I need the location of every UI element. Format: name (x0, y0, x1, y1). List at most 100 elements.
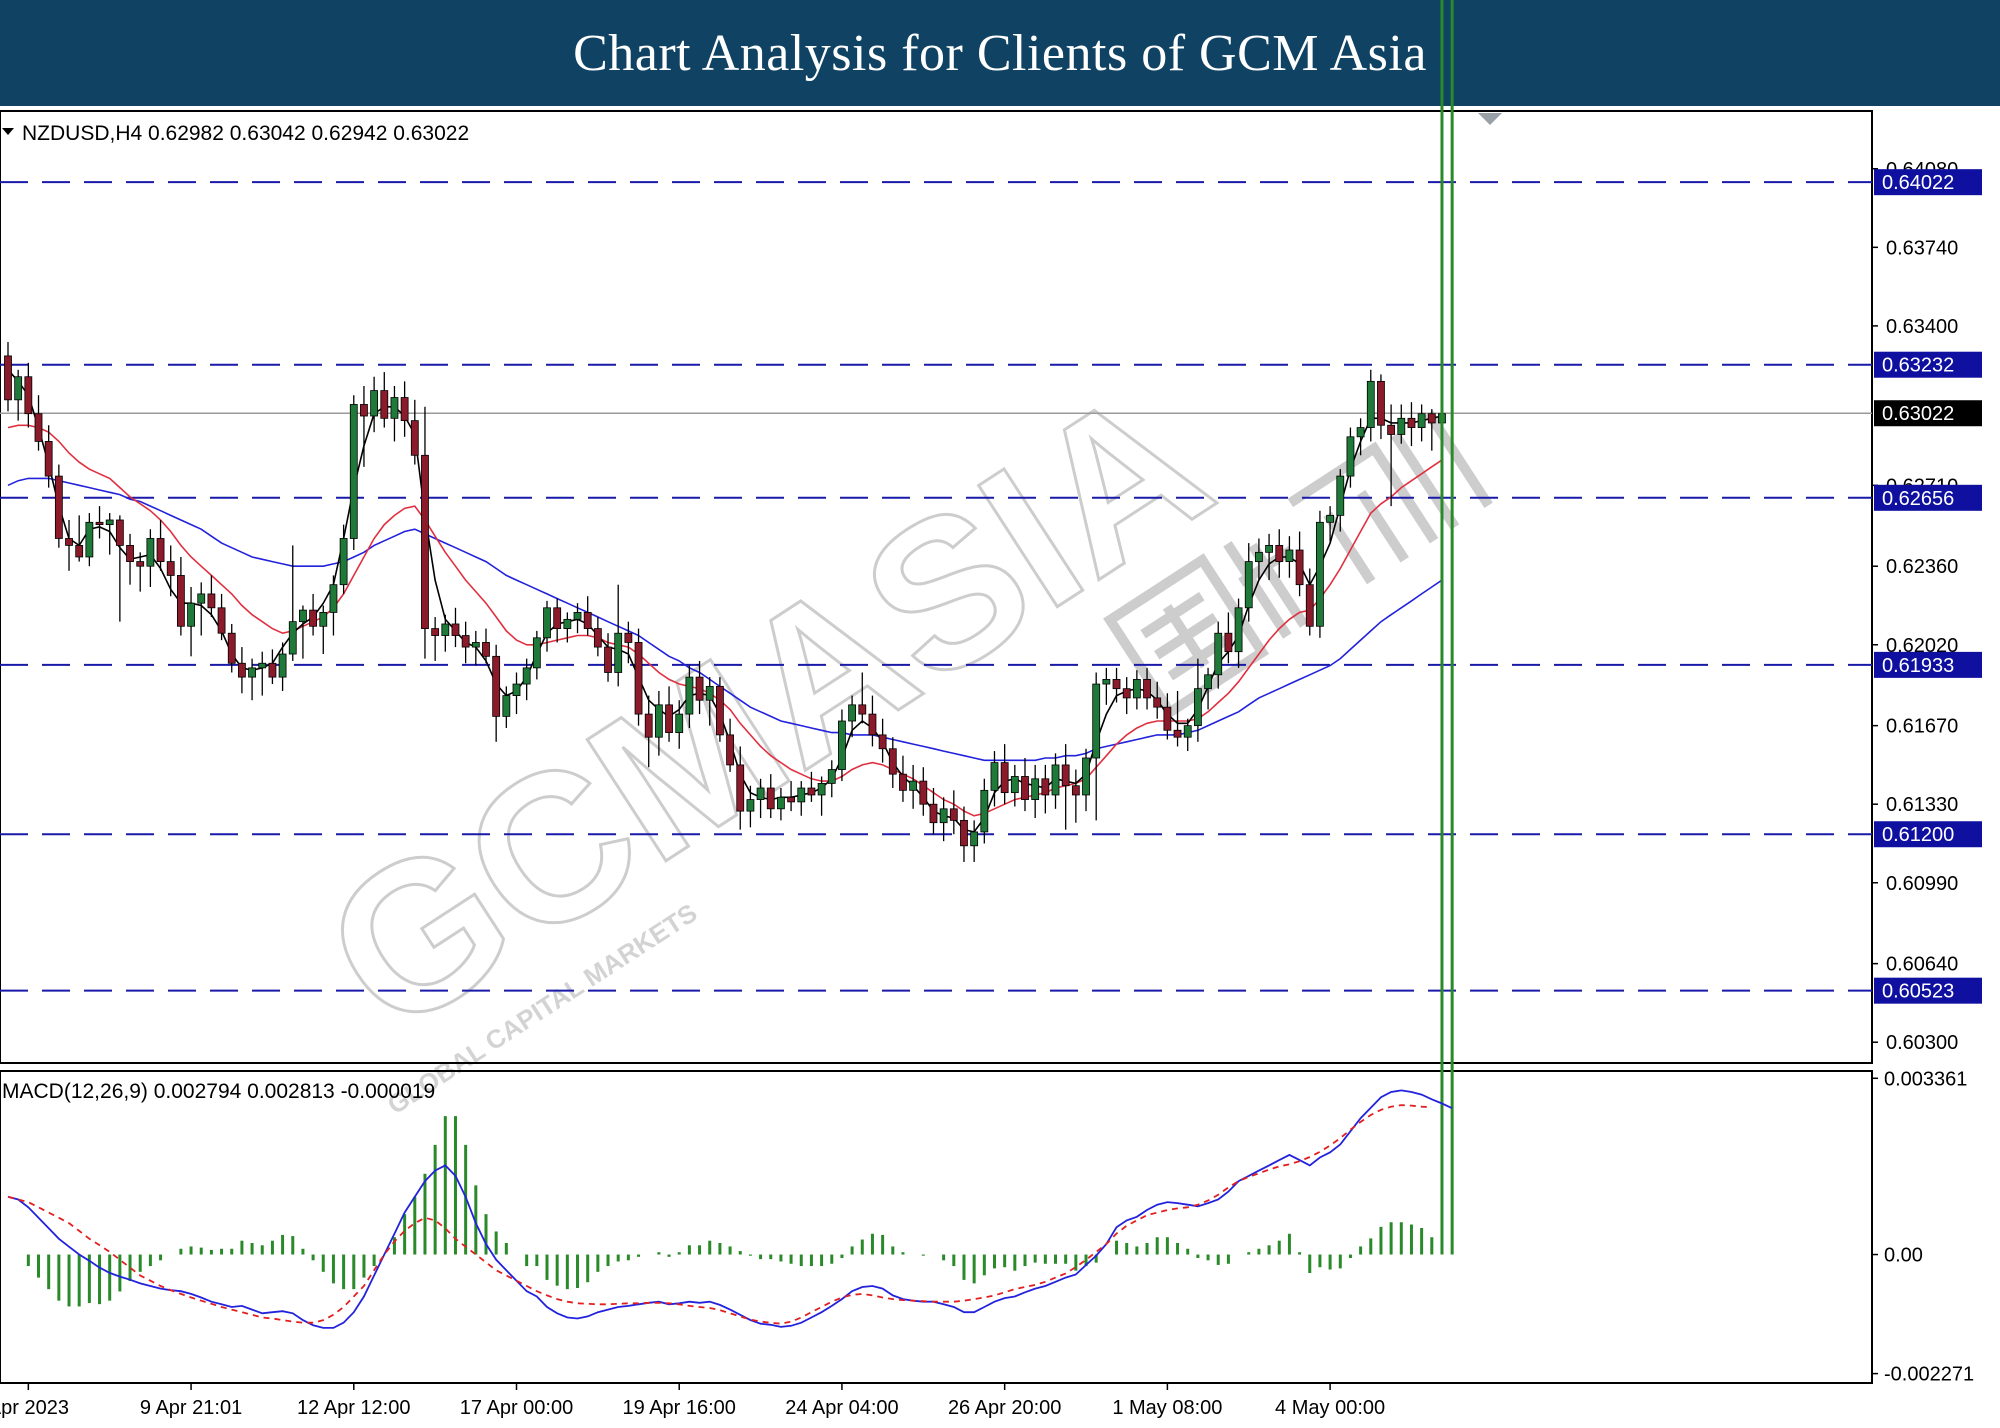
candle (1021, 757, 1029, 812)
candle (817, 776, 826, 816)
candle (278, 642, 287, 691)
candle (583, 596, 592, 636)
candle (868, 695, 877, 747)
candle (380, 372, 389, 428)
candle (1316, 510, 1324, 638)
ma-fast-line (7, 369, 1443, 833)
candle (502, 686, 511, 728)
candle (1407, 402, 1416, 447)
time-tick-label: 17 Apr 00:00 (460, 1397, 573, 1419)
candlesticks (4, 342, 1446, 862)
candle (1163, 693, 1172, 740)
level-tag: 0.62656 (1874, 484, 1982, 511)
candle (4, 342, 12, 412)
candle (1397, 404, 1406, 444)
candle (1000, 744, 1009, 805)
candle (1356, 418, 1365, 456)
price-axis: 0.640800.637400.634000.627100.623600.620… (1872, 159, 1982, 1054)
candle (431, 617, 440, 661)
candle (482, 628, 490, 664)
level-tag: 0.61200 (1874, 821, 1982, 848)
candle (268, 649, 277, 685)
candle (929, 788, 938, 835)
time-tick-label: 9 Apr 21:01 (140, 1397, 242, 1419)
dropdown-triangle-icon[interactable] (2, 128, 14, 135)
price-tick-label: 0.63740 (1886, 237, 1958, 259)
candle (1132, 670, 1141, 710)
time-tick-label: 4 May 00:00 (1275, 1397, 1385, 1419)
watermark-logo-glyphs (1103, 410, 1493, 720)
candle (716, 677, 724, 742)
time-tick-label: 12 Apr 12:00 (297, 1397, 410, 1419)
candle (248, 658, 256, 701)
candle (44, 425, 53, 488)
candle (1092, 672, 1101, 821)
candle (400, 381, 409, 437)
candle (980, 778, 989, 844)
candle (309, 593, 318, 636)
signal-line (7, 1104, 1432, 1325)
candle (1336, 469, 1345, 532)
price-tick-label: 0.62020 (1886, 635, 1958, 657)
candle (1295, 531, 1304, 597)
watermark-text: GCMASIA (287, 341, 1247, 1078)
candle (1214, 621, 1223, 689)
candle (634, 628, 643, 726)
candle (665, 686, 673, 742)
price-tick-label: 0.62360 (1886, 556, 1958, 578)
candle (1244, 543, 1253, 622)
time-tick-label: 1 May 08:00 (1112, 1397, 1222, 1419)
candle (14, 369, 23, 421)
candle (1051, 753, 1060, 809)
candle (1305, 568, 1314, 636)
candle (1224, 612, 1233, 664)
candle (1234, 598, 1243, 668)
candle (471, 630, 480, 666)
candle (1255, 538, 1263, 581)
current-price-tag: 0.63022 (1874, 400, 1982, 427)
scroll-marker-icon[interactable] (1478, 113, 1502, 125)
level-lines (0, 181, 1872, 992)
candle (136, 552, 145, 592)
candle (75, 515, 84, 562)
candle (24, 362, 33, 428)
candle (319, 605, 328, 655)
candle (1010, 764, 1019, 807)
candle (675, 700, 684, 749)
candle (1173, 690, 1182, 747)
moving-averages (7, 369, 1443, 833)
candle (360, 385, 368, 467)
candle (563, 612, 572, 643)
candle (65, 519, 73, 571)
macd-indicator (7, 0, 1454, 1329)
candle (492, 644, 501, 742)
candle (614, 584, 623, 687)
level-tag-label: 0.62656 (1882, 488, 1954, 510)
candle (736, 746, 745, 830)
candle (329, 575, 338, 636)
candle (461, 621, 470, 664)
level-tag-label: 0.63232 (1882, 355, 1954, 377)
macd-axis: 0.003361 0.00 -0.002271 (1872, 1068, 1974, 1386)
time-tick-label: 24 Apr 04:00 (785, 1397, 898, 1419)
page-title: Chart Analysis for Clients of GCM Asia (573, 24, 1427, 82)
candle (1204, 667, 1212, 710)
time-tick-label: 19 Apr 16:00 (623, 1397, 736, 1419)
candle (970, 820, 979, 862)
candle (522, 658, 531, 701)
candle (624, 621, 633, 664)
candle (1183, 718, 1192, 752)
candle (126, 533, 134, 585)
candle (766, 774, 775, 819)
candle (1082, 748, 1090, 812)
level-tag-label: 0.61200 (1882, 824, 1954, 846)
time-axis: Apr 2023 9 Apr 21:01 12 Apr 12:00 17 Apr 00… (0, 1383, 1385, 1419)
candle (1071, 769, 1080, 823)
price-tick-label: 0.61330 (1886, 794, 1958, 816)
candle (695, 660, 704, 715)
macd-tick-label: -0.002271 (1884, 1364, 1974, 1386)
watermark: GCMASIA GLOBAL CAPITAL MARKETS (285, 339, 1493, 1120)
main-chart-frame (0, 110, 1873, 1064)
candle (654, 690, 663, 756)
price-tick-label: 0.60640 (1886, 954, 1958, 976)
